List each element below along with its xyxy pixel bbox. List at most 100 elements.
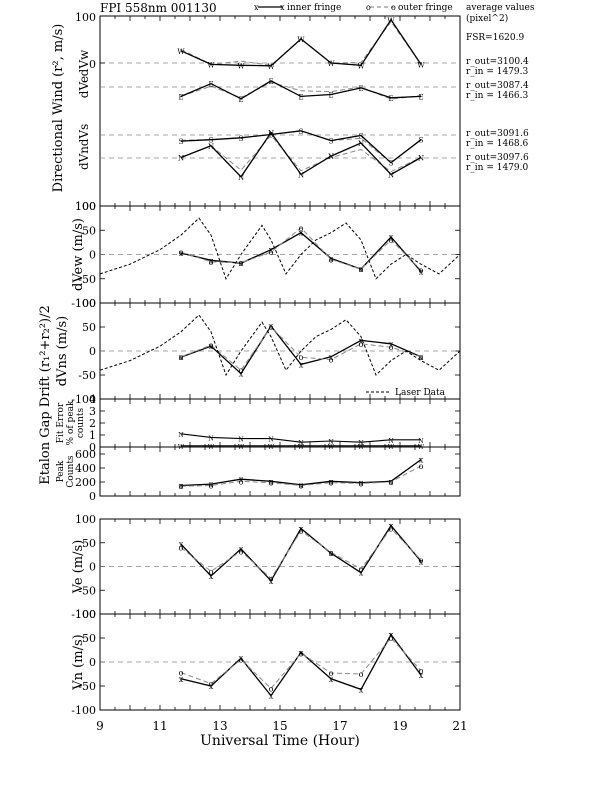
x-tick-label: 21 <box>452 719 467 733</box>
ve-ytick-label: -50 <box>78 584 96 597</box>
dvns-outer-marker: o <box>329 356 334 365</box>
legend-outer-marker2: o <box>391 3 396 12</box>
dw-marker-dVe: E <box>208 81 213 89</box>
ve-ytick-label: 100 <box>75 513 96 526</box>
dw-marker-dVn: N <box>208 143 214 151</box>
dvew-outer-marker: o <box>209 258 214 267</box>
dvns-ytick-label: 0 <box>89 345 96 358</box>
ve-outer-marker: o <box>209 567 214 576</box>
dvew-ylabel: dVew (m/s) <box>71 218 86 291</box>
dvew-inner-marker: x <box>239 259 244 268</box>
dvew-inner-marker: x <box>179 249 184 258</box>
dw-marker-dVw: W <box>417 61 425 69</box>
peak_counts-inner-line <box>180 459 422 487</box>
legend-inner-label: inner fringe <box>287 3 341 13</box>
dw-ylabel: Directional Wind (r², m/s) <box>51 24 66 193</box>
x-axis-label: Universal Time (Hour) <box>200 733 360 749</box>
dvew-inner-marker: x <box>269 246 274 255</box>
peak_counts-ylabel-line: Peak <box>56 460 66 482</box>
dw-inner-line-dVw <box>180 18 422 67</box>
dw-marker-dVs: S <box>179 138 184 146</box>
avg-w-rin: r_in = 1479.3 <box>466 67 529 77</box>
legend-inner-marker2: x <box>280 3 285 12</box>
dvns-inner-marker: x <box>179 353 184 362</box>
legend-outer-label: outer fringe <box>398 3 453 13</box>
dw-marker-dVn: N <box>298 171 304 179</box>
ve-inner-marker: x <box>179 540 184 549</box>
dw-marker-dVs: S <box>329 138 334 146</box>
fit_error-ytick-label: 2 <box>89 417 96 430</box>
vn-inner-marker: x <box>179 675 184 684</box>
peak_counts-inner-marker: x <box>419 456 424 465</box>
peak_counts-inner-marker: x <box>269 477 274 486</box>
dvns-inner-marker: x <box>389 340 394 349</box>
dvew-inner-marker: x <box>419 267 424 276</box>
peak_counts-inner-marker: x <box>329 477 334 486</box>
peak_counts-ytick-label: 600 <box>75 448 96 461</box>
vn-outer-marker: o <box>179 669 184 678</box>
ve-outer-marker: o <box>269 574 274 583</box>
dvew-ytick-label: 50 <box>82 224 96 237</box>
vn-ytick-label: -100 <box>71 704 96 717</box>
ve-ytick-label: 0 <box>89 561 96 574</box>
dw-row-label: dVe <box>77 76 91 98</box>
peak_counts-ytick-label: 200 <box>75 476 96 489</box>
peak_counts-ytick-label: 400 <box>75 462 96 475</box>
fit_error-marker-N: N <box>238 437 243 444</box>
ve-ytick-label: 50 <box>82 537 96 550</box>
dw-marker-dVn: N <box>418 155 424 163</box>
dw-marker-dVs: S <box>239 135 244 143</box>
dw-inner-line-dVs <box>180 130 422 164</box>
dw-marker-dVe: E <box>388 95 393 103</box>
avg-title: average values <box>466 3 535 13</box>
dvew-inner-line <box>180 231 422 272</box>
x-tick-label: 9 <box>96 719 104 733</box>
peak_counts-outer-marker: o <box>299 482 304 491</box>
dvns-outer-marker: o <box>239 366 244 375</box>
vn-inner-line <box>180 633 422 697</box>
avg-e-rin: r_in = 1466.3 <box>466 91 529 101</box>
avg-s-rin: r_in = 1468.6 <box>466 139 529 149</box>
vn-outer-marker: o <box>269 684 274 693</box>
dw-row-label: dVw <box>77 49 91 76</box>
vn-inner-marker: x <box>299 648 304 657</box>
x-tick-label: 13 <box>212 719 227 733</box>
dw-ytick-label: 100 <box>75 11 96 24</box>
avg-n-rin: r_in = 1479.0 <box>466 163 529 173</box>
dw-marker-dVs: S <box>389 160 394 168</box>
fit_error-marker-N: N <box>178 432 183 439</box>
dvew-inner-marker: x <box>359 265 364 274</box>
dvns-inner-marker: x <box>419 353 424 362</box>
dvns-ytick-label: 50 <box>82 321 96 334</box>
vn-inner-marker: x <box>359 685 364 694</box>
ve-inner-marker: x <box>239 545 244 554</box>
dvew-outer-marker: o <box>389 236 394 245</box>
vn-outer-marker: o <box>359 670 364 679</box>
dw-marker-dVe: E <box>328 92 333 100</box>
dw-marker-dVw: W <box>177 48 185 56</box>
avg-w-rout: r_out=3100.4 <box>466 57 529 67</box>
x-tick-label: 19 <box>392 719 407 733</box>
dw-marker-dVw: W <box>267 63 275 71</box>
peak_counts-ytick-label: 0 <box>89 490 96 503</box>
fit_error-marker-N: N <box>208 435 213 442</box>
peak_counts-outer-marker: o <box>209 482 214 491</box>
vn-outer-marker: o <box>419 667 424 676</box>
peak_counts-outer-marker: o <box>389 478 394 487</box>
dvew-ytick-label: -50 <box>78 273 96 286</box>
peak_counts-outer-marker: o <box>419 462 424 471</box>
dw-marker-dVe: E <box>298 93 303 101</box>
dw-inner-line-dVn <box>180 131 422 178</box>
legend-outer-marker: o <box>366 3 371 12</box>
avg-s-rout: r_out=3091.6 <box>466 129 529 139</box>
dvns-inner-line <box>180 324 422 375</box>
dvew-outer-marker: o <box>359 265 364 274</box>
dvew-inner-marker: x <box>389 233 394 242</box>
dw-marker-dVe: E <box>358 85 363 93</box>
vn-outer-line <box>180 637 422 690</box>
peak_counts-inner-marker: x <box>209 480 214 489</box>
